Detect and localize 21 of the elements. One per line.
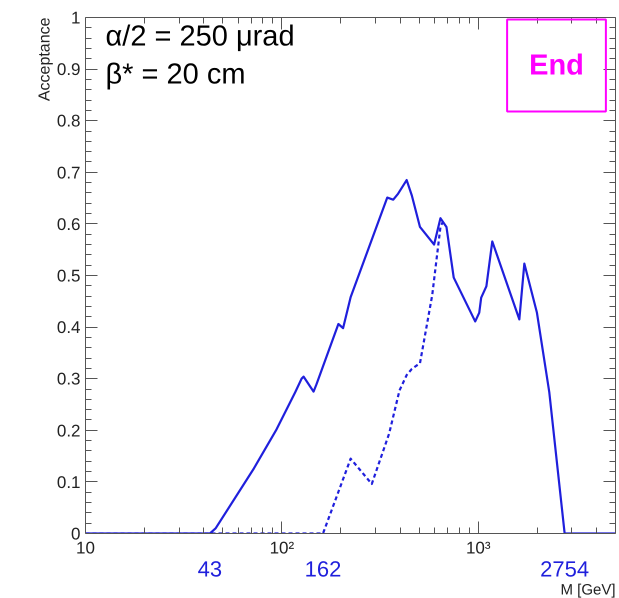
- annotation: 2754: [540, 556, 590, 582]
- x-tick-label: 10²: [270, 538, 294, 558]
- y-tick-label: 0.4: [56, 318, 81, 338]
- y-tick-label: 0.9: [56, 60, 81, 80]
- annotation: 43: [198, 556, 222, 582]
- x-tick-label: 10: [76, 538, 95, 558]
- annotation: α/2 = 250 μrad: [106, 20, 295, 52]
- annotation: 162: [304, 556, 342, 582]
- x-axis-title: M [GeV]: [560, 582, 616, 598]
- y-tick-label: 0.6: [56, 214, 81, 234]
- y-tick-label: 0.5: [56, 266, 81, 286]
- y-tick-label: 0.2: [56, 421, 81, 440]
- y-tick-label: 0.7: [56, 163, 81, 182]
- y-tick-label: 1: [71, 8, 81, 28]
- annotation: End: [529, 50, 584, 82]
- y-tick-label: 0.8: [56, 112, 81, 131]
- x-tick-label: 10³: [466, 538, 491, 558]
- y-tick-label: 0.1: [56, 472, 81, 492]
- y-axis-title: Acceptance: [36, 17, 54, 102]
- annotation: β* = 20 cm: [106, 58, 246, 90]
- y-tick-label: 0.3: [56, 370, 81, 389]
